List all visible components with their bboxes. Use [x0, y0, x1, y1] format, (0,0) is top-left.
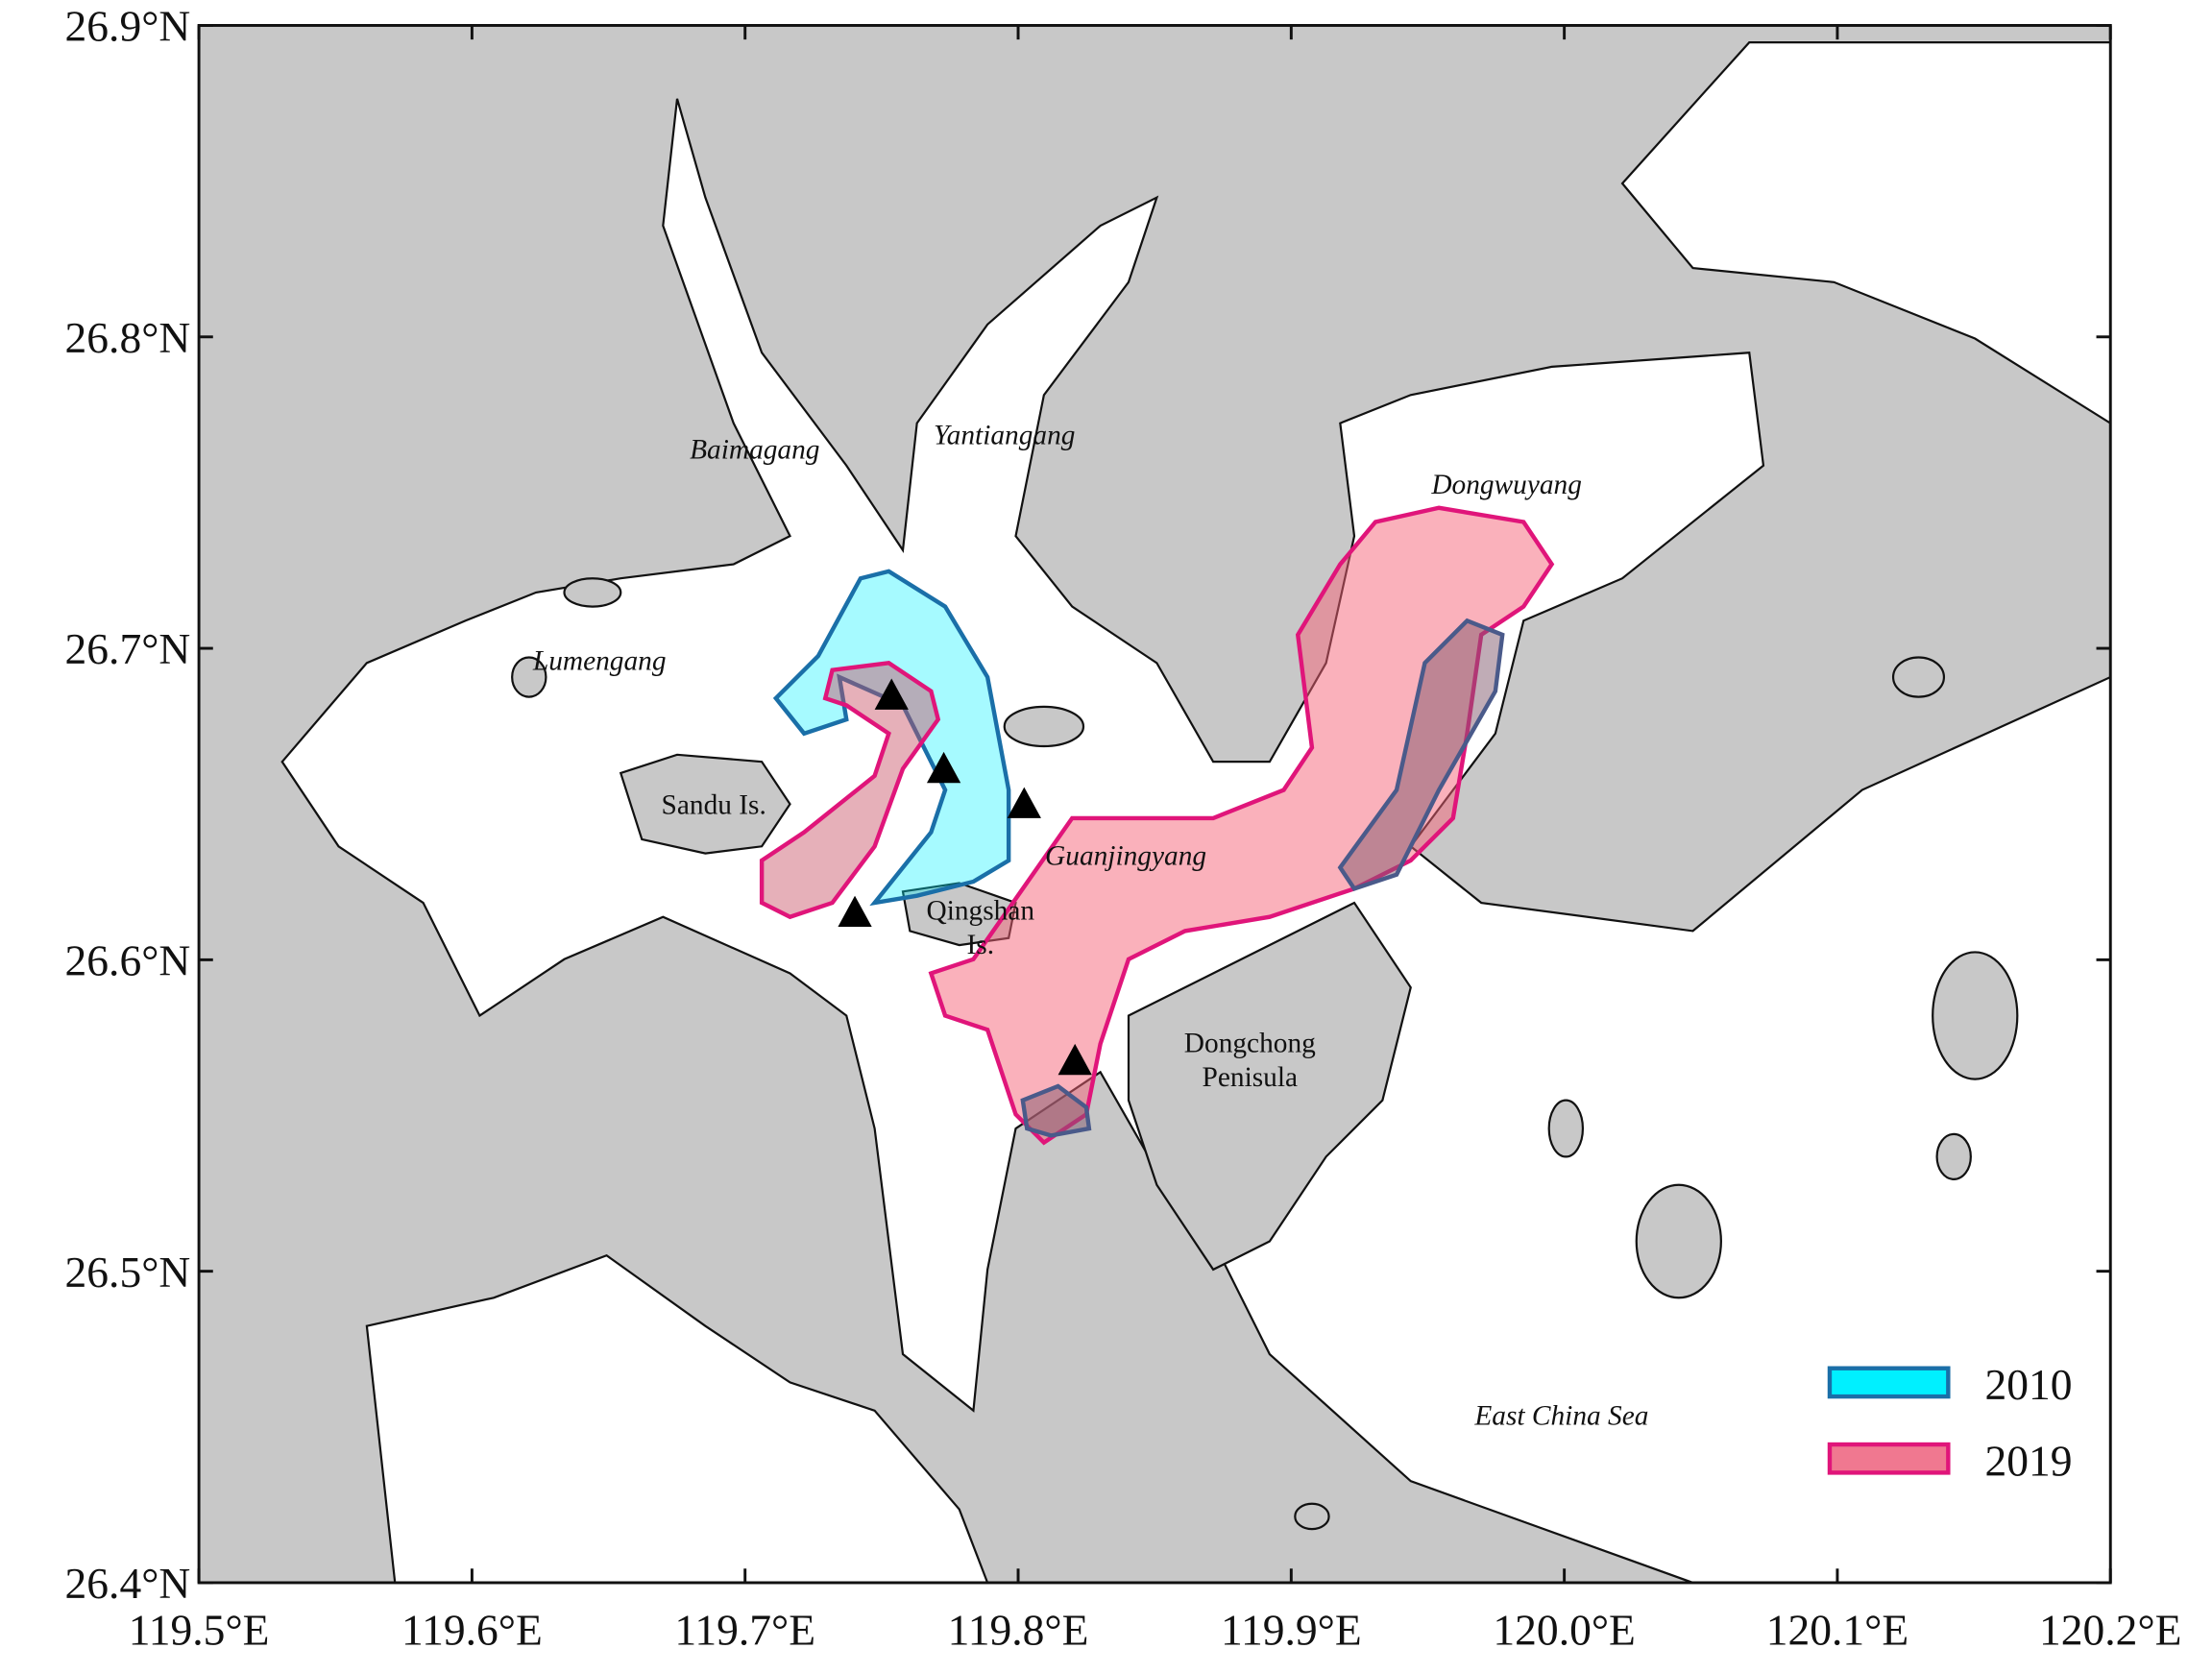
- island: [1891, 656, 1946, 698]
- place-label: Guanjingyang: [1045, 840, 1206, 871]
- x-tick-label: 119.9°E: [1221, 1606, 1362, 1655]
- x-tick-label: 120.2°E: [2039, 1606, 2181, 1655]
- place-label: Baimagang: [690, 434, 819, 465]
- y-tick-label: 26.7°N: [65, 624, 191, 673]
- x-tick-label: 119.6°E: [401, 1606, 543, 1655]
- place-label: Yantiangang: [934, 421, 1075, 451]
- place-label: Sandu Is.: [662, 789, 766, 820]
- place-label: Penisula: [1203, 1062, 1299, 1093]
- overlap-area: [1020, 1083, 1092, 1138]
- legend-swatch: [1827, 1366, 1951, 1399]
- axes: 119.5°E 119.6°E 119.7°E 119.8°E 119.9°E 120.0…: [65, 2, 2182, 1655]
- plot-frame: [197, 24, 2112, 1585]
- area-2019-west: [759, 661, 941, 920]
- dongchong-peninsula: [1127, 901, 1412, 1272]
- distribution-areas: [759, 505, 1555, 1146]
- island: [1932, 951, 2019, 1080]
- northeast-water: [1620, 40, 2112, 425]
- legend-label: 2010: [1985, 1360, 2073, 1409]
- island: [1635, 1183, 1722, 1299]
- x-tick-label: 120.0°E: [1493, 1606, 1635, 1655]
- place-label: Dongchong: [1184, 1029, 1316, 1059]
- x-tick-label: 120.1°E: [1766, 1606, 1908, 1655]
- x-tick-label: 119.8°E: [948, 1606, 1089, 1655]
- y-tick-label: 26.5°N: [65, 1248, 191, 1297]
- station: [838, 895, 872, 927]
- place-label: Qingshan: [927, 896, 1035, 927]
- y-tick-label: 26.9°N: [65, 2, 191, 51]
- place-labels: Baimagang Yantiangang Dongwuyang Lumengang S…: [532, 421, 1649, 1432]
- station: [874, 678, 909, 710]
- island: [1547, 1099, 1585, 1158]
- place-label: Is.: [967, 930, 995, 960]
- station: [1007, 787, 1041, 818]
- station: [1057, 1043, 1092, 1076]
- x-tick-label: 119.7°E: [674, 1606, 815, 1655]
- station: [926, 751, 961, 784]
- place-label: Lumengang: [532, 646, 667, 677]
- overlap-area: [1337, 618, 1505, 891]
- island: [563, 577, 622, 608]
- plot-area: [197, 24, 2112, 1585]
- area-2010: [772, 569, 1011, 907]
- island: [1294, 1502, 1330, 1531]
- island: [1003, 705, 1085, 748]
- islands: [511, 577, 2019, 1531]
- x-tick-label: 119.5°E: [129, 1606, 270, 1655]
- y-tick-label: 26.6°N: [65, 936, 191, 985]
- legend-label: 2019: [1985, 1436, 2073, 1485]
- island: [1935, 1132, 1972, 1181]
- y-tick-label: 26.8°N: [65, 313, 191, 362]
- place-label: East China Sea: [1473, 1400, 1648, 1431]
- y-tick-label: 26.4°N: [65, 1559, 191, 1608]
- legend: 2010 2019: [1827, 1360, 2073, 1485]
- legend-swatch: [1827, 1442, 1951, 1475]
- place-label: Dongwuyang: [1430, 470, 1582, 500]
- stations: [838, 678, 1092, 1076]
- island: [511, 656, 547, 698]
- sandu-island: [619, 753, 791, 855]
